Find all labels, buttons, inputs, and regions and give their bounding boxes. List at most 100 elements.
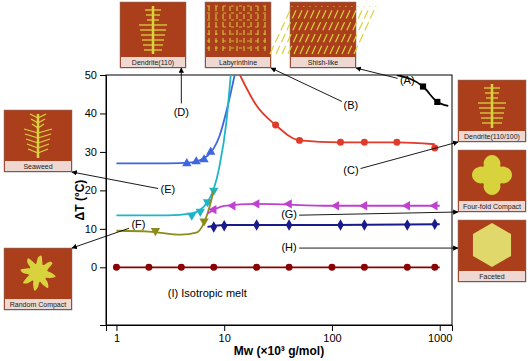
data-point [221, 220, 228, 231]
inset-arrow [356, 68, 398, 78]
data-point [337, 219, 344, 230]
inset-picture [24, 114, 52, 158]
y-tick-label: 50 [85, 69, 97, 81]
y-tick-label: 0 [91, 261, 97, 273]
data-point [431, 218, 438, 229]
data-point [210, 221, 217, 232]
inset-caption-background [291, 57, 355, 67]
y-axis: 0 10 20 30 40 50 [85, 69, 107, 325]
y-tick-mark [100, 75, 106, 76]
data-point [113, 264, 120, 271]
x-tick-label: 1 [114, 332, 120, 344]
inset-background [290, 2, 356, 68]
inset-arrow [299, 248, 458, 249]
inset: Shish-like [270, 2, 376, 68]
inset: Labyrinthine [205, 2, 271, 68]
inset-caption: Four-fold Compact [463, 203, 521, 211]
y-tick-mark [100, 229, 106, 230]
y-tick-mark [100, 267, 106, 268]
data-point [145, 264, 152, 271]
y-tick-mark [100, 152, 106, 153]
inset: Random Compact [4, 248, 72, 310]
data-point [199, 218, 208, 226]
inset-arrow [271, 68, 342, 101]
data-point [272, 122, 279, 129]
inset-caption-background [459, 271, 525, 281]
x-axis: 1 10 100 1000 [107, 325, 453, 344]
data-point [192, 156, 201, 164]
y-axis-title: ΔT (°C) [73, 180, 87, 221]
data-point [251, 199, 259, 208]
inset-picture [473, 223, 511, 267]
inset-background [205, 2, 271, 68]
data-point [420, 83, 426, 89]
data-point [431, 264, 438, 271]
y-tick: 40 [85, 107, 106, 119]
y-tick-label: 30 [85, 146, 97, 158]
data-point [196, 209, 205, 217]
data-point [208, 205, 216, 214]
chart: 1 10 100 1000 0 10 20 30 40 50 Mw (×10³ g/mol) ΔT (… [0, 0, 528, 361]
inset-caption: Dendrite(110/100) [464, 133, 520, 141]
inset-background [120, 2, 186, 68]
x-tick: 100 [323, 325, 341, 344]
data-point [296, 137, 303, 144]
x-axis-title: Mw (×10³ g/mol) [234, 344, 324, 358]
region-label: (C) [343, 164, 358, 176]
inset-picture [139, 6, 167, 54]
x-axis-line [107, 326, 453, 332]
inset-picture [20, 256, 55, 291]
plot-frame [106, 75, 452, 325]
inset-background [4, 110, 72, 172]
inset-caption-background [121, 57, 185, 67]
inset: Seaweed [4, 110, 72, 172]
y-tick: 20 [85, 184, 106, 196]
x-tick-label: 1000 [428, 332, 452, 344]
fit-curve [116, 266, 439, 268]
data-point [182, 158, 191, 166]
data-point [337, 139, 344, 146]
inset-caption: Dendrite(110) [132, 59, 174, 67]
inset-caption-background [5, 161, 71, 171]
region-label: (A) [400, 74, 415, 86]
data-point [361, 139, 368, 146]
inset-caption: Faceted [479, 273, 504, 280]
data-point [253, 219, 260, 230]
inset-caption: Labyrinthine [219, 59, 257, 67]
inset-picture [478, 84, 506, 128]
y-tick: 10 [85, 223, 106, 235]
region-label: (B) [344, 99, 359, 111]
inset: Faceted [458, 220, 526, 282]
data-point [393, 139, 400, 146]
inset-background [458, 220, 526, 282]
data-point [151, 228, 160, 236]
y-tick-label: 10 [85, 223, 97, 235]
data-point [328, 264, 335, 271]
data-point [404, 264, 411, 271]
data-point [284, 199, 292, 208]
inset-caption: Seaweed [23, 163, 52, 170]
region-label: (E) [161, 183, 176, 195]
inset: Dendrite(110/100) [458, 80, 526, 142]
inset-caption-background [459, 131, 525, 141]
y-tick-mark [100, 190, 106, 191]
data-point [402, 201, 410, 210]
y-tick-label: 40 [85, 107, 97, 119]
inset-background [458, 80, 526, 142]
inset-caption: Random Compact [10, 301, 66, 309]
x-tick-label: 10 [219, 332, 231, 344]
y-axis-line [100, 76, 107, 326]
x-tick-mark [440, 325, 441, 331]
x-tick: 10 [219, 325, 231, 344]
inset-picture [270, 6, 376, 54]
data-point [210, 264, 217, 271]
x-tick-label: 100 [323, 332, 341, 344]
data-point [361, 219, 368, 230]
data-point [206, 147, 215, 155]
inset: Dendrite(110) [120, 2, 186, 68]
data-point [227, 201, 235, 210]
data-point [286, 264, 293, 271]
data-point [359, 201, 367, 210]
y-tick: 0 [91, 261, 106, 273]
data-point [286, 219, 293, 230]
